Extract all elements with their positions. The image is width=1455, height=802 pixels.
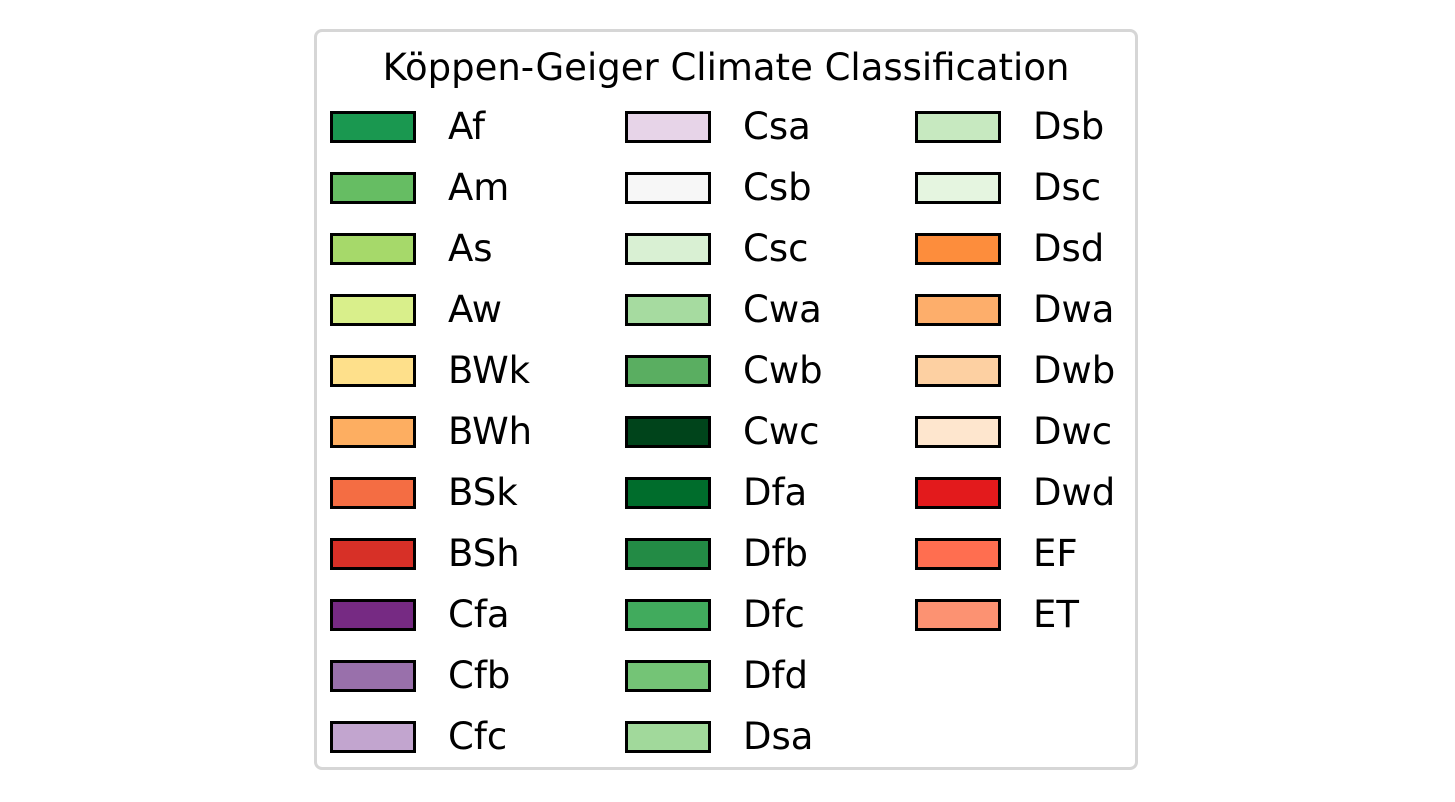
legend-label: Dfc [743,593,805,636]
legend-swatch [915,233,1001,265]
legend-title: Köppen-Geiger Climate Classification [382,46,1070,89]
legend-label: Dwc [1033,410,1113,453]
legend-swatch [330,477,416,509]
legend-label: EF [1033,532,1078,575]
legend-swatch [915,599,1001,631]
legend-label: Dsc [1033,166,1102,209]
legend-label: BWh [448,410,533,453]
legend-label: Cfb [448,654,511,697]
legend-label: Dfa [743,471,808,514]
legend-label: Cwa [743,288,822,331]
legend-swatch [625,721,711,753]
legend-swatch [625,477,711,509]
legend-label: BSh [448,532,520,575]
legend-swatch [915,111,1001,143]
legend-swatch [625,294,711,326]
legend-swatch [330,721,416,753]
legend-swatch [330,294,416,326]
legend-label: Af [448,105,486,148]
legend-swatch [625,599,711,631]
legend-swatch [625,416,711,448]
legend-swatch [915,416,1001,448]
legend-swatch [330,599,416,631]
legend-swatch [330,111,416,143]
legend-swatch [330,416,416,448]
legend-label: Cfc [448,715,508,758]
legend-swatch [915,294,1001,326]
legend-swatch [625,355,711,387]
legend-swatch [330,538,416,570]
legend-label: Dwd [1033,471,1116,514]
legend-swatch [330,172,416,204]
legend-label: Dsb [1033,105,1105,148]
legend-swatch [330,355,416,387]
legend-label: Dfd [743,654,809,697]
legend-swatch [915,172,1001,204]
legend-swatch [915,477,1001,509]
legend-label: BSk [448,471,518,514]
legend-label: Dwa [1033,288,1115,331]
legend-label: Dsa [743,715,814,758]
legend-swatch [625,660,711,692]
legend-label: Cwc [743,410,820,453]
legend-label: Cwb [743,349,823,392]
legend-swatch [330,660,416,692]
legend-label: Csc [743,227,809,270]
legend-label: BWk [448,349,531,392]
legend-label: Dsd [1033,227,1105,270]
legend-label: ET [1033,593,1079,636]
legend-label: Csa [743,105,811,148]
legend-swatch [915,538,1001,570]
legend-swatch [625,233,711,265]
legend-swatch [625,172,711,204]
legend-swatch [915,355,1001,387]
legend-swatch [330,233,416,265]
legend-label: Dwb [1033,349,1116,392]
legend-label: Aw [448,288,503,331]
legend-box: Köppen-Geiger Climate Classification Af A… [314,29,1138,770]
legend-swatch [625,538,711,570]
legend-label: As [448,227,493,270]
legend-label: Dfb [743,532,809,575]
legend-label: Cfa [448,593,510,636]
legend-label: Am [448,166,510,209]
legend-label: Csb [743,166,812,209]
legend-swatch [625,111,711,143]
